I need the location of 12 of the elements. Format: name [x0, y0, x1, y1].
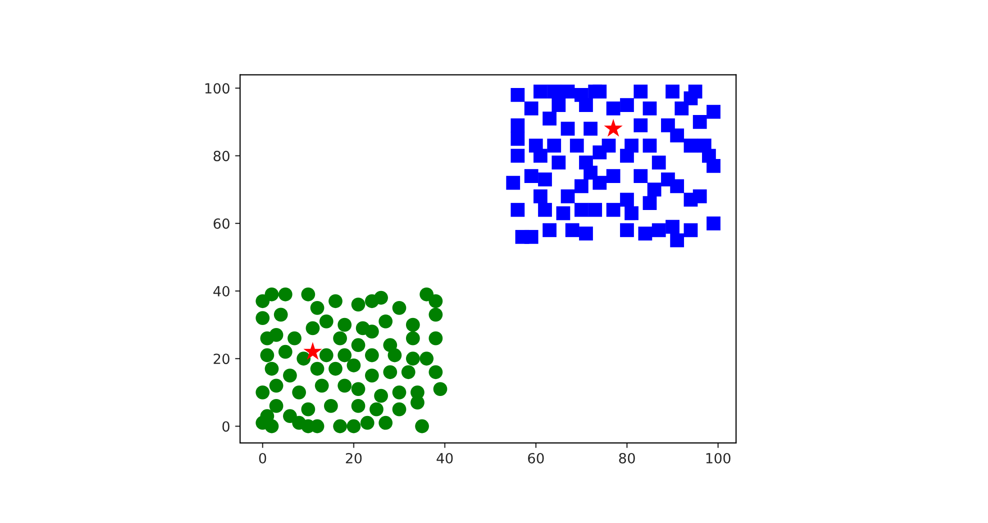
x-tick-label: 100 [706, 452, 730, 464]
y-tick-label: 80 [214, 150, 230, 162]
x-tick-label: 40 [436, 452, 453, 464]
y-tick-label: 0 [222, 421, 230, 432]
x-tick-label: 20 [346, 452, 362, 464]
y-tick-label: 100 [205, 83, 230, 94]
y-tick-label: 40 [213, 286, 230, 296]
x-tick-label: 80 [619, 452, 635, 464]
x-tick-label: 60 [528, 452, 544, 464]
x-tick-label: 0 [259, 452, 266, 464]
y-tick-label: 60 [214, 218, 230, 229]
y-tick-label: 20 [214, 354, 230, 364]
